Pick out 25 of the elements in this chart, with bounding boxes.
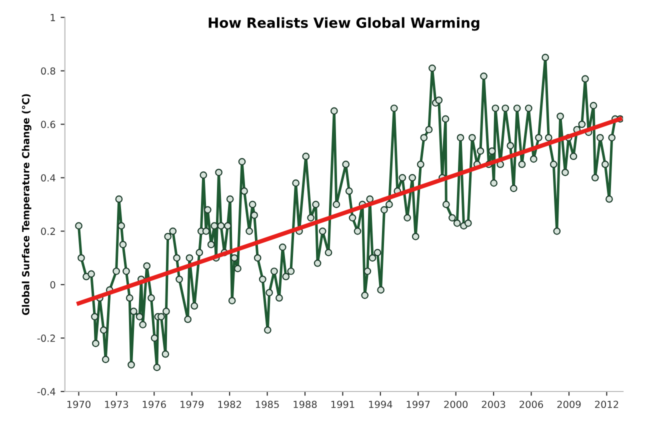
x-tick-label: 1979 <box>180 400 204 408</box>
x-tick-label: 1997 <box>406 400 430 408</box>
x-tick-label: 1982 <box>218 400 241 408</box>
y-tick-label: -0.2 <box>37 334 55 342</box>
x-tick-label: 1985 <box>256 400 279 408</box>
y-tick-label: 1 <box>50 14 55 22</box>
x-tick-label: 1970 <box>67 400 90 408</box>
x-tick-label: 2000 <box>444 400 468 408</box>
y-tick-label: 0.2 <box>41 228 55 236</box>
x-tick-label: 1994 <box>369 400 392 408</box>
x-tick-label: 1973 <box>105 400 128 408</box>
x-tick-label: 1988 <box>294 400 317 408</box>
x-tick-label: 2009 <box>557 400 581 408</box>
x-tick-label: 1991 <box>331 400 354 408</box>
x-tick-label: 2012 <box>595 400 618 408</box>
y-tick-label: 0.6 <box>41 120 56 128</box>
x-tick-label: 2006 <box>520 400 544 408</box>
x-tick-label: 2003 <box>482 400 506 408</box>
y-tick-label: 0 <box>50 281 56 288</box>
y-tick-label: -0.4 <box>37 388 56 396</box>
chart-title: How Realists View Global Warming <box>208 17 480 31</box>
x-tick-label: 1976 <box>142 400 166 408</box>
y-tick-label: 0.4 <box>41 174 56 182</box>
y-tick-label: 0.8 <box>41 67 56 75</box>
y-axis-title: Global Surface Temperature Change (°C) <box>22 94 32 316</box>
